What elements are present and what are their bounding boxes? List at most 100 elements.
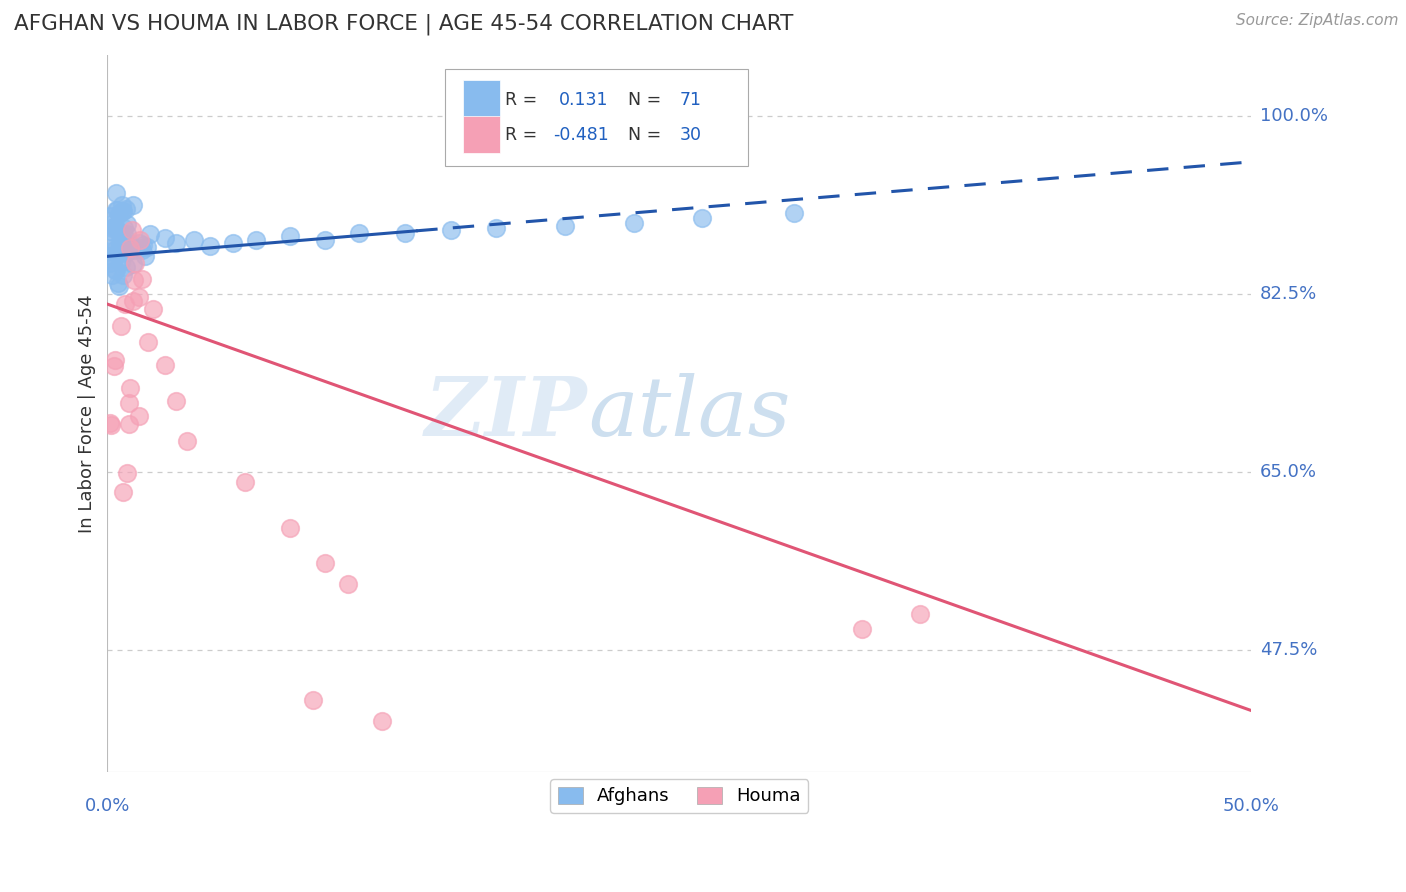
Point: [115, 244, 138, 259]
FancyBboxPatch shape: [463, 116, 499, 153]
Point: [132, 237, 155, 252]
Point: [131, 243, 153, 257]
Point: [908, 607, 931, 621]
Point: [108, 225, 131, 239]
Y-axis label: In Labor Force | Age 45-54: In Labor Force | Age 45-54: [79, 294, 96, 533]
Point: [111, 204, 134, 219]
Point: [233, 475, 256, 489]
Point: [104, 353, 127, 368]
Point: [118, 381, 141, 395]
Point: [110, 234, 132, 248]
Point: [115, 217, 138, 231]
Text: 71: 71: [679, 91, 702, 109]
Point: [98, 210, 121, 224]
Point: [98, 224, 121, 238]
Point: [122, 257, 145, 271]
Text: ZIP: ZIP: [425, 374, 588, 453]
Point: [131, 241, 153, 255]
Point: [98, 244, 121, 258]
Point: [98, 249, 121, 263]
Point: [280, 229, 302, 244]
Point: [111, 198, 134, 212]
Point: [134, 249, 156, 263]
Text: 50.0%: 50.0%: [1223, 797, 1279, 814]
Point: [110, 233, 132, 247]
Point: [314, 556, 336, 570]
Point: [122, 243, 145, 257]
Point: [108, 278, 131, 293]
Point: [111, 268, 134, 283]
Point: [280, 521, 302, 535]
Point: [100, 225, 122, 239]
Point: [117, 227, 139, 241]
Point: [111, 204, 134, 219]
Point: [112, 238, 135, 252]
Point: [783, 205, 806, 219]
Point: [129, 233, 152, 247]
Legend: Afghans, Houma: Afghans, Houma: [550, 780, 808, 813]
Point: [121, 198, 143, 212]
Point: [104, 262, 127, 277]
Point: [485, 220, 508, 235]
Point: [104, 221, 127, 235]
Point: [336, 576, 359, 591]
Text: -0.481: -0.481: [554, 127, 609, 145]
Point: [101, 221, 124, 235]
Point: [200, 239, 222, 253]
Point: [690, 211, 713, 225]
Point: [101, 268, 124, 283]
Point: [104, 243, 127, 257]
Point: [120, 237, 142, 252]
Point: [138, 227, 160, 242]
Point: [115, 467, 138, 481]
Text: N =: N =: [628, 127, 661, 145]
Point: [302, 693, 325, 707]
Point: [128, 409, 150, 423]
Point: [122, 273, 145, 287]
Point: [115, 202, 138, 216]
Text: R =: R =: [506, 91, 537, 109]
Point: [110, 255, 132, 269]
Point: [115, 243, 138, 257]
Point: [124, 256, 146, 270]
Point: [105, 202, 128, 217]
Text: R =: R =: [506, 127, 537, 145]
Point: [439, 223, 461, 237]
Point: [103, 219, 125, 234]
Point: [120, 241, 142, 255]
Point: [314, 233, 336, 247]
Point: [107, 276, 129, 290]
Point: [108, 246, 131, 260]
Point: [103, 251, 125, 265]
Text: 47.5%: 47.5%: [1260, 640, 1317, 658]
Point: [183, 233, 205, 247]
FancyBboxPatch shape: [444, 70, 748, 166]
Point: [107, 207, 129, 221]
Point: [136, 334, 159, 349]
Point: [114, 260, 136, 274]
Point: [222, 236, 245, 251]
Point: [371, 714, 394, 728]
Text: 0.131: 0.131: [560, 91, 609, 109]
Text: 82.5%: 82.5%: [1260, 285, 1317, 303]
Point: [114, 297, 136, 311]
Point: [108, 244, 131, 259]
Text: 0.0%: 0.0%: [84, 797, 131, 814]
Text: AFGHAN VS HOUMA IN LABOR FORCE | AGE 45-54 CORRELATION CHART: AFGHAN VS HOUMA IN LABOR FORCE | AGE 45-…: [14, 13, 793, 35]
Point: [98, 256, 121, 270]
Text: atlas: atlas: [588, 374, 790, 453]
Point: [108, 238, 131, 252]
Point: [118, 396, 141, 410]
Point: [165, 393, 187, 408]
Point: [851, 622, 873, 636]
Point: [131, 271, 153, 285]
Point: [176, 434, 198, 449]
Point: [128, 236, 150, 251]
Point: [105, 262, 128, 277]
Point: [135, 240, 157, 254]
Point: [245, 233, 267, 247]
Point: [394, 226, 416, 240]
Point: [153, 231, 176, 245]
Point: [110, 228, 132, 243]
Point: [103, 216, 125, 230]
